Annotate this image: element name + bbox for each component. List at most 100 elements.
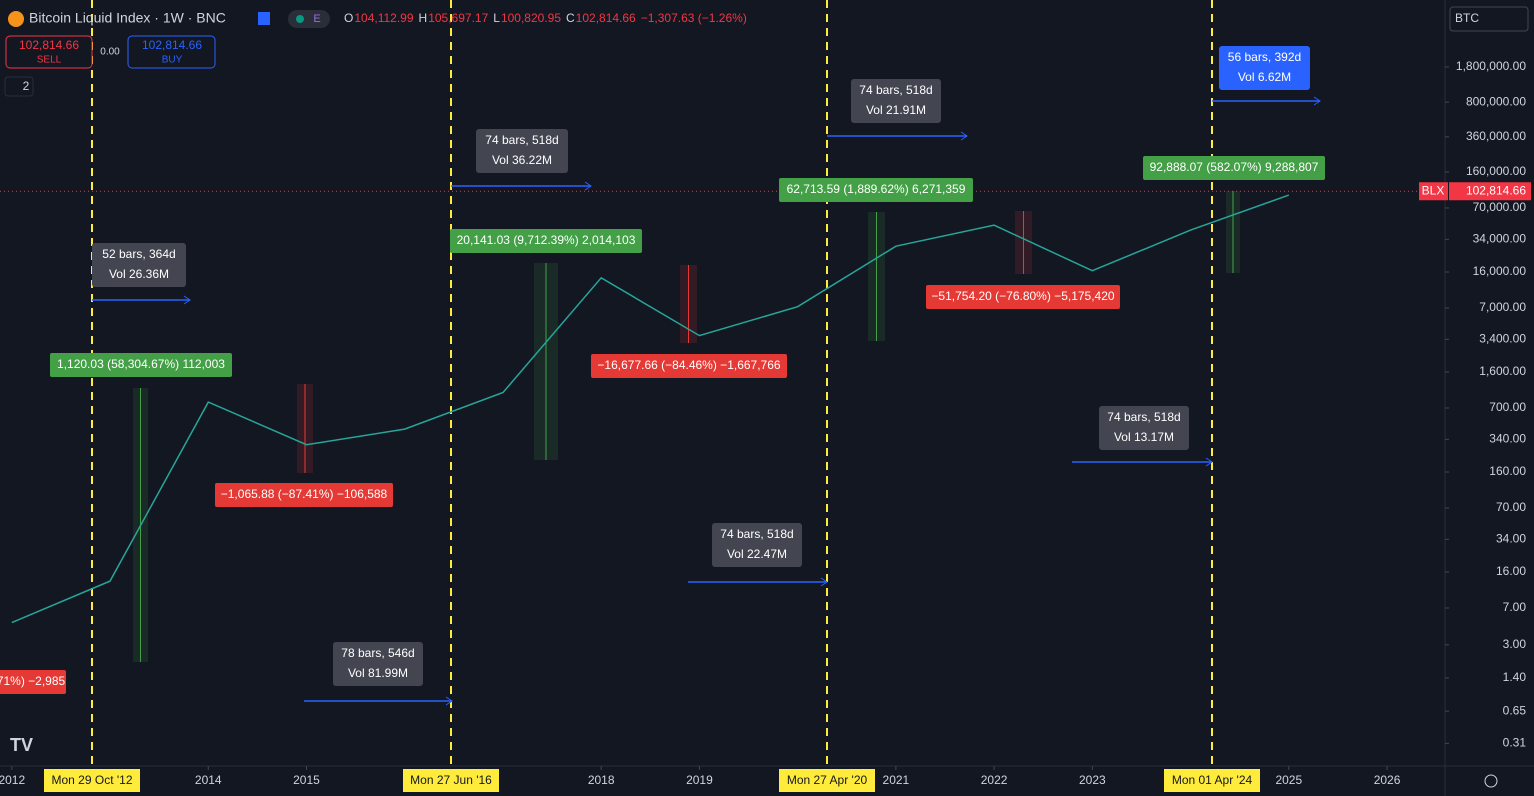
measure-vol: Vol 13.17M <box>1114 430 1174 444</box>
measure-arrowhead <box>1205 457 1213 467</box>
measure-box <box>712 523 802 567</box>
y-tick-label: 1,600.00 <box>1479 364 1526 378</box>
marker-label: Mon 01 Apr '24 <box>1172 773 1253 787</box>
ohlc-key: O <box>344 11 353 25</box>
y-tick-label: 7,000.00 <box>1479 300 1526 314</box>
buy-price: 102,814.66 <box>142 38 202 52</box>
measure-arrowhead <box>1313 96 1321 106</box>
y-tick-label: 800,000.00 <box>1466 94 1526 108</box>
measure-bars: 78 bars, 546d <box>341 646 414 660</box>
measure-vol: Vol 22.47M <box>727 547 787 561</box>
measure-vol: Vol 81.99M <box>348 666 408 680</box>
range-label-bg <box>926 285 1120 309</box>
measure-vol: Vol 36.22M <box>492 153 552 167</box>
range-label: −16,677.66 (−84.46%) −1,667,766 <box>597 358 780 372</box>
y-tick-label: 16,000.00 <box>1473 264 1527 278</box>
ticker-tag <box>1419 182 1448 201</box>
measure-bars: 74 bars, 518d <box>1107 410 1180 424</box>
y-tick-label: 360,000.00 <box>1466 129 1526 143</box>
y-tick-label: 340.00 <box>1489 431 1526 445</box>
range-label: 71%) −2,985 <box>0 674 66 688</box>
x-tick-label: 2025 <box>1275 773 1302 787</box>
marker-label-bg <box>44 769 140 792</box>
ohlc-key: L <box>493 11 500 25</box>
buy-button[interactable] <box>127 35 216 69</box>
x-tick-label: 2012 <box>0 773 25 787</box>
x-tick-label: 2026 <box>1374 773 1401 787</box>
y-tick-label: 70.00 <box>1496 500 1526 514</box>
y-tick-label: 3,400.00 <box>1479 331 1526 345</box>
marker-label: Mon 27 Apr '20 <box>787 773 868 787</box>
spread: 0.00 <box>100 47 120 58</box>
measure-arrowhead <box>820 577 828 587</box>
marker-label-bg <box>779 769 875 792</box>
collapse-button[interactable] <box>4 76 34 97</box>
measure-bars: 74 bars, 518d <box>485 133 558 147</box>
ohlc-change: −1,307.63 (−1.26%) <box>641 11 747 25</box>
range-label: 1,120.03 (58,304.67%) 112,003 <box>57 357 225 371</box>
status-dot <box>296 15 304 23</box>
measure-box <box>92 243 186 287</box>
range-label: 20,141.03 (9,712.39%) 2,014,103 <box>457 233 636 247</box>
range-label: −51,754.20 (−76.80%) −5,175,420 <box>931 289 1114 303</box>
y-tick-label: 1.40 <box>1503 670 1527 684</box>
measure-vol: Vol 26.36M <box>109 267 169 281</box>
measure-bars: 56 bars, 392d <box>1228 50 1301 64</box>
sell-price: 102,814.66 <box>19 38 79 52</box>
symbol: Bitcoin Liquid Index · 1W · BNC <box>29 10 226 26</box>
y-tick-label: 7.00 <box>1503 600 1527 614</box>
measure-arrowhead <box>445 696 453 706</box>
logo: TV <box>10 735 33 755</box>
badge-pill <box>288 10 330 28</box>
y-tick-label: 0.31 <box>1503 736 1527 750</box>
ohlc-key: C <box>566 11 575 25</box>
collapse-count: 2 <box>23 79 30 93</box>
settings-icon[interactable] <box>1484 774 1498 788</box>
x-tick-label: 2022 <box>981 773 1008 787</box>
coin-icon <box>8 11 24 27</box>
y-tick-label: 34,000.00 <box>1473 231 1527 245</box>
y-tick-label: 160.00 <box>1489 464 1526 478</box>
measure-box <box>851 79 941 123</box>
range-label-bg <box>50 353 232 377</box>
badge: E <box>313 13 320 25</box>
measure-box <box>333 642 423 686</box>
y-tick-label: 3.00 <box>1503 637 1527 651</box>
ohlc-value: 104,112.99 <box>354 11 413 25</box>
buy-label: BUY <box>162 55 183 66</box>
price-line <box>11 194 1290 624</box>
y-tick-label: 0.65 <box>1503 703 1527 717</box>
x-tick-label: 2021 <box>883 773 910 787</box>
last-price-label: 102,814.66 <box>1466 183 1526 197</box>
measure-arrowhead <box>960 131 968 141</box>
range-label-bg <box>0 670 66 694</box>
range-label-bg <box>591 354 787 378</box>
marker-label: Mon 27 Jun '16 <box>410 773 492 787</box>
measure-box <box>476 129 568 173</box>
sell-button[interactable] <box>5 35 93 69</box>
y-tick-label: 16.00 <box>1496 564 1526 578</box>
ohlc: O 104,112.99 H 105,697.17 L 100,820.95 C 102,81… <box>344 11 747 25</box>
measure-vol: Vol 6.62M <box>1238 70 1291 84</box>
ohlc-value: 105,697.17 <box>428 11 488 25</box>
currency-select[interactable] <box>1449 6 1529 32</box>
ohlc-key: H <box>419 11 428 25</box>
measure-bars: 52 bars, 364d <box>102 247 175 261</box>
ohlc-value: 102,814.66 <box>576 11 636 25</box>
range-label-bg <box>779 178 973 202</box>
x-tick-label: 2023 <box>1079 773 1106 787</box>
marker-label: Mon 29 Oct '12 <box>52 773 133 787</box>
measure-bars: 74 bars, 518d <box>720 527 793 541</box>
measure-arrowhead <box>584 181 592 191</box>
measure-vol: Vol 21.91M <box>866 103 926 117</box>
flag-icon <box>258 12 270 25</box>
last-price-tag <box>1449 182 1531 201</box>
x-tick-label: 2015 <box>293 773 320 787</box>
marker-label-bg <box>1164 769 1260 792</box>
range-label: 92,888.07 (582.07%) 9,288,807 <box>1150 160 1319 174</box>
range-label: 62,713.59 (1,889.62%) 6,271,359 <box>787 182 966 196</box>
